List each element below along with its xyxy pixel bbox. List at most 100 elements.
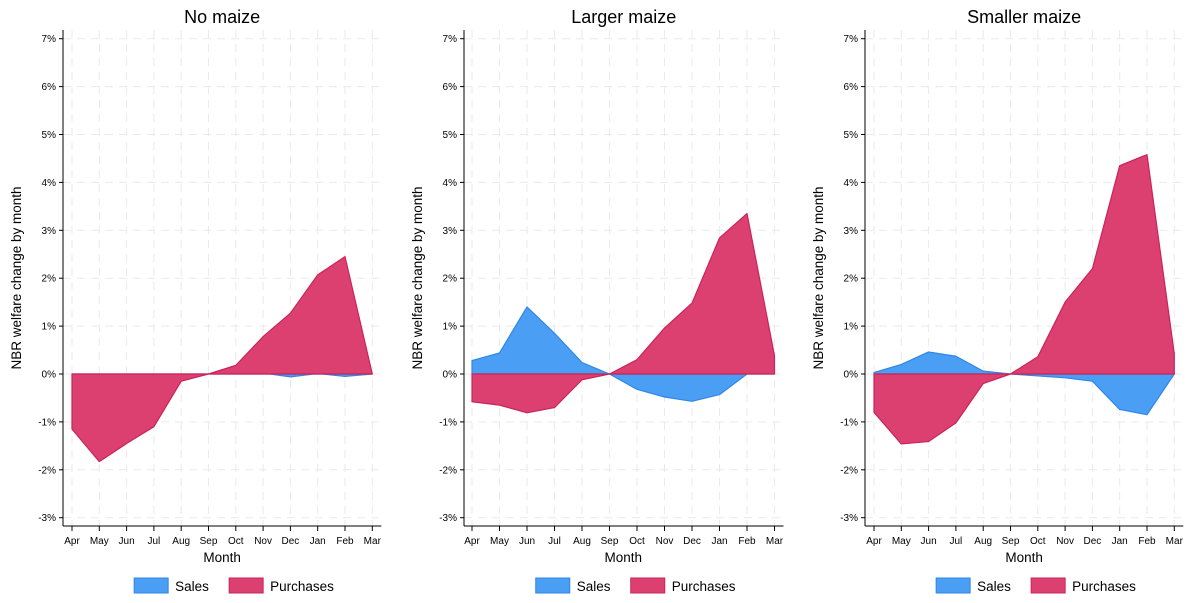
x-tick-label: Jul (148, 536, 161, 547)
x-tick-label: May (490, 536, 509, 547)
x-tick-label: Sep (601, 536, 619, 547)
series-area-purchases (873, 154, 1175, 445)
x-tick-label: Oct (228, 536, 244, 547)
y-tick-label: 5% (42, 130, 57, 141)
x-axis-label: Month (604, 550, 642, 565)
y-axis-label: NBR welfare change by month (410, 186, 425, 369)
y-tick-label: 7% (844, 34, 859, 45)
y-tick-label: 2% (42, 274, 57, 285)
x-tick-label: Sep (1002, 536, 1020, 547)
x-tick-label: Mar (1166, 536, 1184, 547)
legend-label-purchases: Purchases (1072, 579, 1136, 594)
panel-2: -3% -2% -1% 0% 1% 2% 3% 4% 5% 6% 7% Apr May Jun Jul Aug… (410, 7, 784, 594)
y-axis-label: NBR welfare change by month (811, 186, 826, 369)
y-tick-label: -2% (439, 465, 457, 476)
y-tick-label: 0% (844, 370, 859, 381)
x-tick-label: Jan (1112, 536, 1128, 547)
panel-title: Smaller maize (967, 7, 1081, 27)
legend-label-sales: Sales (175, 579, 209, 594)
x-tick-label: Jul (548, 536, 561, 547)
x-tick-label: Jun (921, 536, 937, 547)
legend: Sales Purchases (535, 577, 736, 594)
legend-swatch-purchases (228, 577, 264, 594)
y-tick-label: 2% (844, 274, 859, 285)
y-tick-label: 4% (844, 178, 859, 189)
series-area-sales (873, 351, 1175, 416)
y-tick-label: 4% (42, 178, 57, 189)
y-tick-label: 7% (42, 34, 57, 45)
x-tick-label: Jan (310, 536, 326, 547)
y-tick-label: 2% (443, 274, 458, 285)
y-tick-label: -3% (38, 513, 56, 524)
legend-swatch-purchases (1030, 577, 1066, 594)
x-tick-label: Jun (119, 536, 135, 547)
legend-swatch-sales (133, 577, 169, 594)
x-tick-label: Aug (172, 536, 190, 547)
x-tick-label: Apr (464, 536, 480, 547)
y-tick-label: 0% (443, 370, 458, 381)
y-tick-label: 1% (844, 322, 859, 333)
x-tick-label: Nov (656, 536, 674, 547)
y-tick-label: 3% (42, 226, 57, 237)
legend-label-sales: Sales (577, 579, 611, 594)
x-tick-label: Apr (866, 536, 882, 547)
x-tick-label: Feb (738, 536, 756, 547)
y-tick-label: -1% (840, 417, 858, 428)
x-tick-label: Sep (200, 536, 218, 547)
legend-swatch-sales (935, 577, 971, 594)
x-tick-label: Aug (974, 536, 992, 547)
x-tick-label: Oct (629, 536, 645, 547)
legend-swatch-purchases (630, 577, 666, 594)
y-tick-label: 3% (844, 226, 859, 237)
y-tick-label: -2% (38, 465, 56, 476)
y-tick-label: 5% (443, 130, 458, 141)
x-axis-label: Month (203, 550, 241, 565)
x-tick-label: Jun (519, 536, 535, 547)
x-tick-label: Jan (711, 536, 727, 547)
y-tick-label: -1% (439, 417, 457, 428)
series-area-sales (471, 306, 776, 402)
panel-title: No maize (184, 7, 260, 27)
series-area-purchases (471, 212, 776, 414)
y-axis-label: NBR welfare change by month (9, 186, 24, 369)
legend: Sales Purchases (935, 577, 1136, 594)
x-tick-label: Apr (64, 536, 80, 547)
x-tick-label: May (892, 536, 911, 547)
panel-1: -3% -2% -1% 0% 1% 2% 3% 4% 5% 6% 7% Apr May Jun Jul Aug… (9, 7, 382, 594)
x-tick-label: Nov (254, 536, 272, 547)
y-tick-label: 3% (443, 226, 458, 237)
y-tick-label: 1% (443, 322, 458, 333)
x-tick-label: Feb (1138, 536, 1156, 547)
x-tick-label: Feb (336, 536, 354, 547)
y-tick-label: 4% (443, 178, 458, 189)
y-tick-label: -3% (840, 513, 858, 524)
y-tick-label: 6% (443, 82, 458, 93)
x-tick-label: Mar (364, 536, 382, 547)
x-tick-label: Dec (683, 536, 701, 547)
legend-label-purchases: Purchases (672, 579, 736, 594)
legend: Sales Purchases (133, 577, 334, 594)
y-tick-label: 5% (844, 130, 859, 141)
y-tick-label: 0% (42, 370, 57, 381)
y-tick-label: 6% (42, 82, 57, 93)
legend-swatch-sales (535, 577, 571, 594)
legend-label-purchases: Purchases (270, 579, 334, 594)
legend-label-sales: Sales (977, 579, 1011, 594)
x-tick-label: May (90, 536, 109, 547)
x-tick-label: Jul (950, 536, 963, 547)
y-tick-label: 1% (42, 322, 57, 333)
x-tick-label: Oct (1030, 536, 1046, 547)
y-tick-label: -2% (840, 465, 858, 476)
x-tick-label: Dec (282, 536, 300, 547)
y-tick-label: 7% (443, 34, 458, 45)
panel-3: -3% -2% -1% 0% 1% 2% 3% 4% 5% 6% 7% Apr May Jun Jul Aug… (811, 7, 1184, 594)
panel-title: Larger maize (571, 7, 676, 27)
x-tick-label: Nov (1056, 536, 1074, 547)
x-tick-label: Aug (573, 536, 591, 547)
x-axis-label: Month (1005, 550, 1043, 565)
x-tick-label: Dec (1084, 536, 1102, 547)
x-tick-label: Mar (766, 536, 784, 547)
y-tick-label: 6% (844, 82, 859, 93)
